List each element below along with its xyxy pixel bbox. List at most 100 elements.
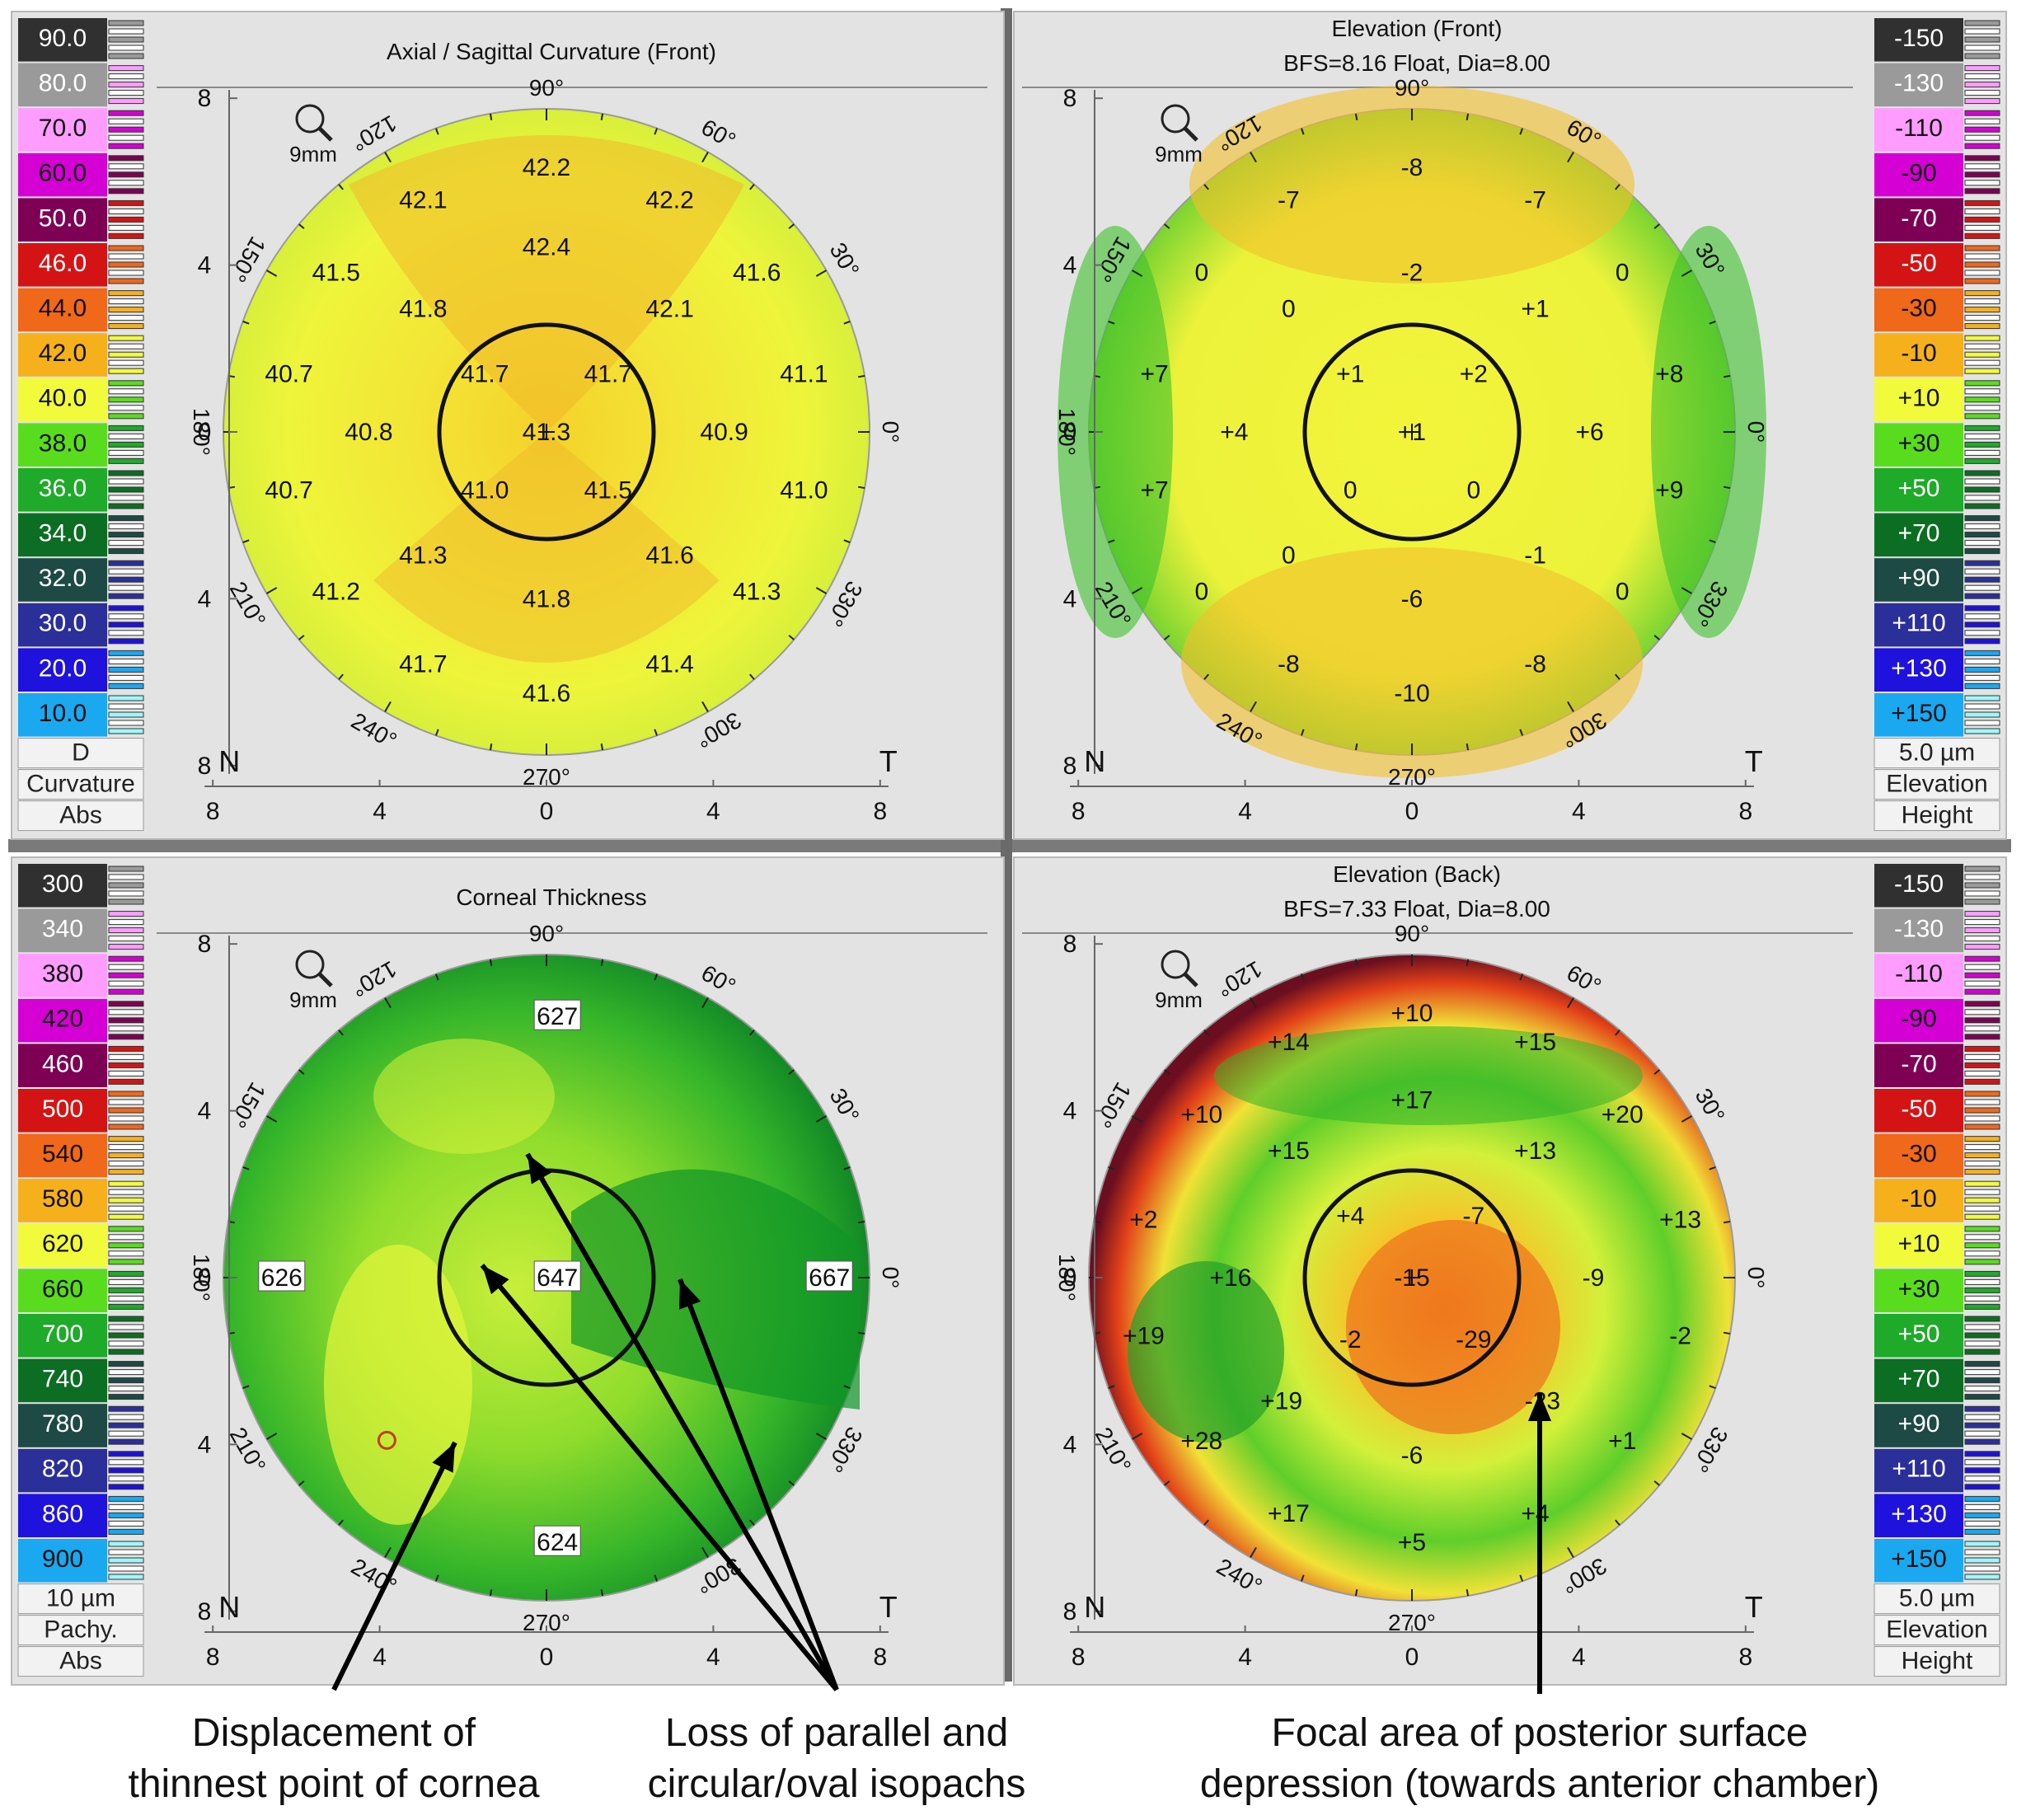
map-reading: 0 — [1616, 259, 1630, 286]
x-axis-label: 8 — [1738, 1644, 1752, 1671]
scale-stripe — [108, 1213, 144, 1220]
y-axis-label: 8 — [1063, 1598, 1077, 1625]
angle-tick — [266, 1433, 278, 1440]
scale-stripe — [108, 413, 144, 420]
map-reading: +17 — [1391, 1086, 1433, 1114]
raised-zone-superior — [1214, 1026, 1643, 1125]
scale-stripe — [108, 1467, 144, 1474]
scale-stripe — [108, 1278, 144, 1285]
scale-stripe — [108, 307, 144, 313]
scale-stripe — [108, 351, 144, 358]
scale-stripe — [108, 1180, 144, 1187]
scale-value: 380 — [42, 960, 83, 987]
scale-stripe — [108, 720, 144, 726]
scale-stripe — [1964, 503, 2000, 509]
scale-swatch — [18, 908, 107, 953]
scale-stripe — [1964, 73, 2000, 80]
x-axis-label: 8 — [206, 798, 220, 825]
angle-label: 180° — [189, 408, 214, 456]
scale-stripe — [108, 118, 144, 124]
scale-stripe — [1964, 919, 2000, 926]
map-reading: 41.3 — [733, 579, 781, 606]
scale-stripe — [108, 1189, 144, 1195]
scale-stripe — [108, 1115, 144, 1122]
elevation-zone-inferior — [1181, 547, 1643, 778]
scale-value: 900 — [42, 1546, 83, 1573]
scale-stripe — [1964, 1091, 2000, 1097]
scale-stripe — [108, 143, 144, 149]
scale-stripe — [1964, 1405, 2000, 1412]
scale-stripe — [1964, 1053, 2000, 1060]
scale-stripe — [1964, 1205, 2000, 1212]
scale-swatch — [1874, 1358, 1963, 1403]
angle-tick — [654, 729, 659, 736]
angle-tick — [654, 1574, 659, 1582]
scale-stripe — [108, 1053, 144, 1060]
scale-stripe — [1964, 1197, 2000, 1203]
scale-stripe — [1964, 1565, 2000, 1572]
map-reading: +1 — [1521, 295, 1549, 322]
angle-tick — [749, 673, 755, 680]
scale-value: +110 — [1892, 610, 1945, 637]
scale-stripe — [108, 874, 144, 880]
scale-stripe — [1964, 1414, 2000, 1420]
angle-tick — [1203, 184, 1209, 190]
angle-tick — [749, 184, 755, 190]
angle-label: 0° — [878, 421, 903, 443]
scale-stripe — [108, 1078, 144, 1085]
angle-tick — [815, 587, 827, 594]
scale-stripe — [1964, 622, 2000, 628]
scale-stripe — [108, 1574, 144, 1580]
y-axis-label: 4 — [1063, 252, 1077, 279]
scale-stripe — [108, 315, 144, 321]
panel-2: -150-130-110-90-70-50-30-10+10+30+50+70+… — [1013, 11, 2007, 840]
elevation-zone-superior — [1189, 86, 1634, 284]
scale-stripe — [108, 163, 144, 170]
angle-tick — [1250, 701, 1257, 712]
y-axis-label: 4 — [198, 1098, 212, 1125]
scale-stripe — [108, 457, 144, 464]
angle-tick — [1653, 223, 1660, 229]
scale-value: +50 — [1898, 1320, 1940, 1348]
scale-stripe — [108, 890, 144, 897]
scale-stripe — [108, 1459, 144, 1466]
map-reading: 41.2 — [312, 579, 360, 606]
angle-tick — [1723, 374, 1731, 378]
zoom-label: 9mm — [289, 987, 337, 1012]
map-reading: 647 — [537, 1264, 578, 1292]
map-reading: 40.9 — [700, 419, 748, 446]
scale-value: 80.0 — [39, 69, 87, 96]
scale-footer-box — [1874, 1583, 2000, 1615]
scale-stripe — [1964, 1226, 2000, 1232]
panel-4: -150-130-110-90-70-50-30-10+10+30+50+70+… — [1013, 856, 2007, 1686]
angle-tick — [434, 1574, 439, 1582]
scale-stripe — [1964, 630, 2000, 636]
angle-tick — [1519, 128, 1524, 135]
scale-stripe — [108, 368, 144, 374]
scale-stripe — [1964, 1377, 2000, 1384]
scale-stripe — [108, 972, 144, 978]
angle-tick — [266, 1115, 278, 1123]
scale-stripe — [108, 898, 144, 905]
scale-value: -70 — [1901, 1050, 1936, 1077]
x-axis-label: 8 — [873, 1644, 887, 1671]
scale-value: -30 — [1901, 1140, 1936, 1167]
y-axis-label: 4 — [1063, 1431, 1077, 1458]
scale-footer-box — [17, 1646, 144, 1677]
scale-mode: Abs — [59, 802, 102, 829]
scale-stripe — [108, 1242, 144, 1249]
caption-middle-line: Loss of parallel and — [665, 1711, 1008, 1755]
map-reading: 0 — [1194, 579, 1208, 606]
map-reading: +7 — [1140, 476, 1168, 504]
angle-tick — [600, 959, 604, 967]
scale-swatch — [1874, 603, 1963, 647]
map-reading: -10 — [1394, 680, 1429, 707]
scale-stripe — [1964, 593, 2000, 599]
scale-stripe — [1964, 298, 2000, 305]
scale-stripe — [108, 1316, 144, 1322]
angle-tick — [1132, 1115, 1143, 1123]
angle-label: 0° — [1743, 421, 1769, 443]
angle-tick — [1250, 152, 1257, 163]
scale-stripe — [108, 1295, 144, 1302]
angle-tick — [749, 1519, 755, 1526]
